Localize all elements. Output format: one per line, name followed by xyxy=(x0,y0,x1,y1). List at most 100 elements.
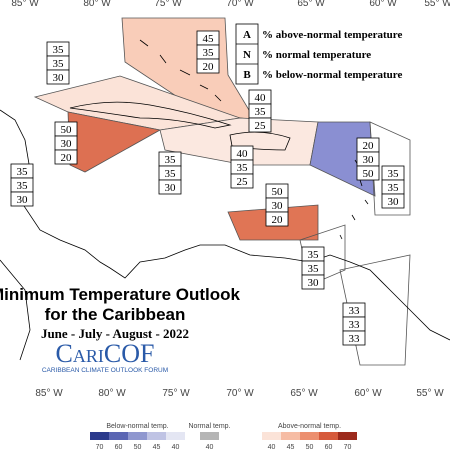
probability: 30 xyxy=(17,194,29,206)
probability: 50 xyxy=(61,124,73,136)
probability: 35 xyxy=(388,168,400,180)
longitude-label: 70° W xyxy=(226,388,254,399)
probability: 20 xyxy=(61,152,73,164)
cell xyxy=(230,173,254,189)
colorbar-tick: 50 xyxy=(306,444,314,450)
longitude-label: 70° W xyxy=(226,0,254,9)
probability: 25 xyxy=(255,120,267,132)
longitude-label: 60° W xyxy=(369,0,397,9)
probability: 30 xyxy=(165,182,177,194)
legend-key: N xyxy=(243,49,251,61)
probability-box: 33 33 33 xyxy=(342,302,366,346)
longitude-label: 60° W xyxy=(354,388,382,399)
probability: 35 xyxy=(388,182,400,194)
legend-key: A xyxy=(243,29,251,41)
colorbar: Below-normal temp. 70 60 50 45 40 Normal temp.… xyxy=(90,423,357,450)
probability: 30 xyxy=(272,200,284,212)
probability: 35 xyxy=(17,166,29,178)
swatch xyxy=(166,432,185,440)
title: for the Caribbean xyxy=(45,305,186,324)
longitude-label: 65° W xyxy=(297,0,325,9)
probability-box: 35 35 30 xyxy=(46,41,70,85)
swatch xyxy=(281,432,300,440)
swatch xyxy=(300,432,319,440)
cell xyxy=(54,149,78,165)
probability-box: 40 35 25 xyxy=(230,145,254,189)
longitude-label: 85° W xyxy=(11,0,39,9)
longitude-label: 80° W xyxy=(98,388,126,399)
longitude-label: 80° W xyxy=(83,0,111,9)
probability-box: 50 30 20 xyxy=(265,183,289,227)
probability: 50 xyxy=(363,168,375,180)
swatch xyxy=(109,432,128,440)
cell xyxy=(158,179,182,195)
colorbar-tick: 50 xyxy=(134,444,142,450)
swatch xyxy=(128,432,147,440)
probability: 50 xyxy=(272,186,284,198)
longitude-label: 75° W xyxy=(154,0,182,9)
swatch xyxy=(147,432,166,440)
logo-tagline: CARIBBEAN CLIMATE OUTLOOK FORUM xyxy=(42,367,168,374)
probability: 35 xyxy=(53,58,65,70)
probability-box: 35 35 30 xyxy=(158,151,182,195)
swatch xyxy=(338,432,357,440)
probability: 33 xyxy=(349,319,361,331)
legend-text: % above-normal temperature xyxy=(262,29,402,41)
probability: 35 xyxy=(237,162,249,174)
probability: 33 xyxy=(349,305,361,317)
probability: 20 xyxy=(363,140,375,152)
probability: 35 xyxy=(203,47,215,59)
probability: 35 xyxy=(165,168,177,180)
coastline xyxy=(139,39,222,102)
colorbar-label: Below-normal temp. xyxy=(106,423,168,430)
probability: 35 xyxy=(165,154,177,166)
coastline xyxy=(0,259,31,361)
probability-box: 35 35 30 xyxy=(301,246,325,290)
longitude-label: 65° W xyxy=(290,388,318,399)
colorbar-tick: 40 xyxy=(206,444,214,450)
probability: 30 xyxy=(53,72,65,84)
legend-text: % below-normal temperature xyxy=(262,69,402,81)
probability-box: 40 35 25 xyxy=(248,89,272,133)
cell xyxy=(342,330,366,346)
probability: 35 xyxy=(17,180,29,192)
probability: 30 xyxy=(308,277,320,289)
longitude-label: 55° W xyxy=(424,0,450,9)
legend: A % above-normal temperature N % normal tem… xyxy=(235,23,402,85)
probability-box: 20 30 50 xyxy=(356,137,380,181)
probability: 20 xyxy=(203,61,215,73)
cell xyxy=(248,117,272,133)
cell xyxy=(356,165,380,181)
swatch xyxy=(200,432,219,440)
region xyxy=(369,121,411,216)
colorbar-tick: 40 xyxy=(268,444,276,450)
probability: 40 xyxy=(255,92,267,104)
colorbar-tick: 70 xyxy=(96,444,104,450)
colorbar-label: Above-normal temp. xyxy=(278,423,341,430)
probability: 35 xyxy=(308,263,320,275)
legend-text: % normal temperature xyxy=(262,49,371,61)
probability-box: 35 35 30 xyxy=(381,165,405,209)
coastline xyxy=(339,159,369,240)
probability: 20 xyxy=(272,214,284,226)
cell xyxy=(265,211,289,227)
colorbar-tick: 70 xyxy=(344,444,352,450)
cell xyxy=(10,191,34,207)
swatch xyxy=(262,432,281,440)
probability: 30 xyxy=(363,154,375,166)
probability-box: 50 30 20 xyxy=(54,121,78,165)
season: June - July - August - 2022 xyxy=(41,326,189,341)
probability-box: 35 35 30 xyxy=(10,163,34,207)
legend-key: B xyxy=(243,69,251,81)
probability: 25 xyxy=(237,176,249,188)
longitude-label: 55° W xyxy=(416,388,444,399)
cell xyxy=(196,58,220,74)
longitude-label: 75° W xyxy=(162,388,190,399)
cell xyxy=(381,193,405,209)
colorbar-tick: 40 xyxy=(172,444,180,450)
probability-box: 45 35 20 xyxy=(196,30,220,74)
colorbar-tick: 45 xyxy=(287,444,295,450)
probability: 40 xyxy=(237,148,249,160)
probability: 45 xyxy=(203,33,215,45)
probability: 35 xyxy=(308,249,320,261)
